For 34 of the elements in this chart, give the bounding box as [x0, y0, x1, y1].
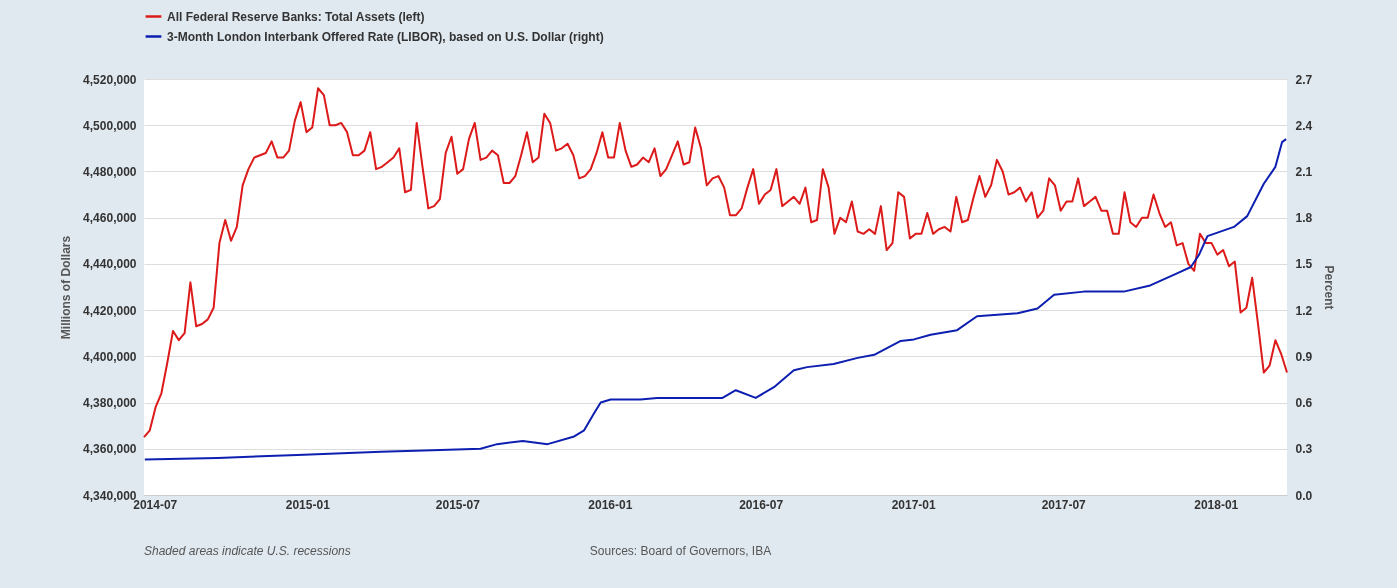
y-tick-label: 4,500,000 — [83, 118, 137, 133]
y-tick-label: 4,400,000 — [83, 349, 137, 364]
legend-label: All Federal Reserve Banks: Total Assets (left) — [167, 9, 425, 24]
text: Shaded areas indicate U.S. recessions — [144, 544, 351, 558]
y2-tick-label: 0.3 — [1295, 442, 1313, 457]
y2-tick-label: 1.2 — [1295, 303, 1313, 318]
y2-tick-label: 2.4 — [1295, 118, 1313, 133]
y2-tick-label: 2.1 — [1295, 164, 1313, 179]
x-tick-label: 2017-01 — [891, 497, 937, 512]
source-note: Sources: Board of Governors, IBA — [589, 544, 772, 558]
x-tick-label: 2016-01 — [588, 497, 633, 512]
y-axis-title: Millions of Dollars — [59, 235, 74, 340]
y2-tick-label: 0.9 — [1295, 349, 1313, 364]
x-tick-label: 2017-07 — [1041, 497, 1087, 512]
y-tick-label: 4,520,000 — [83, 72, 137, 87]
y-tick-label: 4,360,000 — [83, 442, 137, 457]
line-series — [143, 138, 1288, 461]
x-tick-label: 2015-07 — [435, 497, 481, 512]
y-tick-label: 4,460,000 — [83, 211, 137, 226]
x-tick-label: 2016-07 — [739, 497, 784, 512]
legend-label: 3-Month London Interbank Offered Rate (LIBOR), based on U.S. Dollar (right) — [167, 29, 604, 44]
y2-tick-label: 1.5 — [1295, 257, 1313, 272]
y2-tick-label: 0.0 — [1295, 488, 1313, 503]
y2-axis-title: Percent — [1322, 265, 1337, 310]
y2-tick-label: 2.7 — [1295, 72, 1313, 87]
y-tick-label: 4,420,000 — [83, 303, 137, 318]
y-tick-label: 4,480,000 — [83, 164, 137, 179]
x-tick-label: 2018-01 — [1194, 497, 1239, 512]
line-series — [143, 87, 1288, 439]
y2-tick-label: 1.8 — [1295, 211, 1313, 226]
y-tick-label: 4,380,000 — [83, 396, 137, 411]
y-tick-label: 4,440,000 — [83, 257, 137, 272]
x-tick-label: 2015-01 — [285, 497, 331, 512]
y2-tick-label: 0.6 — [1295, 396, 1313, 411]
